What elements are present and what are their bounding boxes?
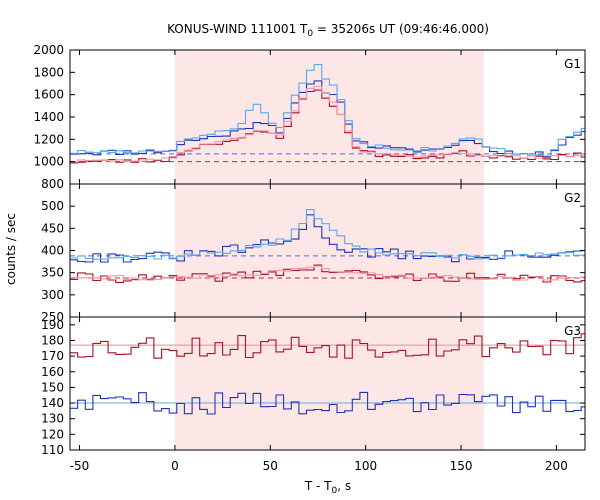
chart-title-rest: = 35206s UT (09:46:46.000) [313, 22, 489, 36]
y-tick-label: 1400 [33, 110, 64, 124]
series-blue-g3 [70, 391, 585, 415]
x-tick-label: 200 [545, 459, 568, 473]
y-tick-label: 500 [41, 199, 64, 213]
series-lightblue-g1 [70, 63, 585, 157]
series-red-g3 [70, 333, 585, 359]
y-tick-label: 450 [41, 221, 64, 235]
y-tick-label: 250 [41, 310, 64, 324]
y-axis-label: counts / sec [4, 213, 18, 285]
y-tick-label: 350 [41, 266, 64, 280]
x-axis-label-subscript: 0 [332, 486, 338, 496]
panel-label-g3: G3 [564, 324, 581, 338]
series-pink-g1 [70, 85, 585, 163]
y-tick-label: 180 [41, 333, 64, 347]
shaded-interval [174, 317, 484, 450]
x-tick-label: 100 [354, 459, 377, 473]
x-tick-label: -50 [70, 459, 90, 473]
y-tick-label: 110 [41, 443, 64, 457]
x-axis-label: T - T0, s [304, 479, 351, 496]
y-tick-label: 300 [41, 288, 64, 302]
y-tick-label: 800 [41, 177, 64, 191]
x-tick-label: 150 [450, 459, 473, 473]
shaded-interval [174, 184, 484, 317]
series-red-g2 [70, 264, 585, 283]
x-axis-label-rest: , s [337, 479, 351, 493]
y-tick-label: 190 [41, 318, 64, 332]
y-tick-label: 130 [41, 412, 64, 426]
panel-frame [69, 316, 586, 451]
series-blue-g2 [70, 214, 585, 263]
x-axis-label-main: T - T [304, 479, 332, 493]
chart-title-main: KONUS-WIND 111001 T [167, 22, 308, 36]
series-group [70, 333, 585, 415]
series-lightblue-g2 [70, 209, 585, 260]
y-tick-label: 170 [41, 349, 64, 363]
y-tick-label: 1800 [33, 65, 64, 79]
y-tick-label: 1200 [33, 132, 64, 146]
y-tick-label: 120 [41, 427, 64, 441]
series-group [70, 63, 585, 164]
y-tick-label: 1000 [33, 155, 64, 169]
y-tick-label: 2000 [33, 43, 64, 57]
chart-title: KONUS-WIND 111001 T0 = 35206s UT (09:46:… [167, 22, 489, 39]
panel-label-g2: G2 [564, 191, 581, 205]
chart-title-subscript: 0 [307, 29, 313, 39]
x-tick-label: 50 [263, 459, 278, 473]
y-tick-label: 150 [41, 380, 64, 394]
panel-g1: 800 1000 1200 1400 1600 1800 2000 G1 [33, 43, 586, 191]
plot-panels: 800100012001400160018002000G125030035040… [33, 43, 586, 473]
y-tick-label: 160 [41, 365, 64, 379]
x-tick-label: 0 [171, 459, 179, 473]
shaded-interval [174, 50, 484, 184]
series-group [70, 209, 585, 283]
y-tick-label: 140 [41, 396, 64, 410]
panel-g2: 250 300 350 400 450 500 G2 [41, 183, 586, 324]
y-tick-label: 400 [41, 244, 64, 258]
y-tick-label: 1600 [33, 88, 64, 102]
panel-label-g1: G1 [564, 57, 581, 71]
series-pink-g2 [70, 265, 585, 281]
